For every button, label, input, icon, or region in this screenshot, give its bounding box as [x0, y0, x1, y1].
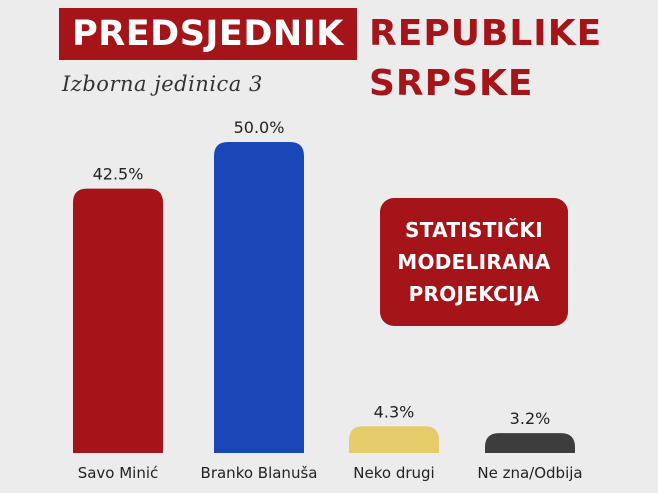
bar-1 — [73, 188, 163, 453]
title-highlight: PREDSJEDNIK — [72, 14, 344, 54]
category-label-3: Neko drugi — [353, 464, 434, 482]
value-label-2: 50.0% — [234, 118, 285, 137]
title-line-1: REPUBLIKE — [369, 13, 603, 54]
bar-3 — [349, 426, 439, 453]
category-label-1: Savo Minić — [78, 464, 159, 482]
bar-2 — [214, 142, 304, 453]
badge-line-3: PROJEKCIJA — [408, 282, 540, 306]
value-label-3: 4.3% — [374, 402, 415, 421]
category-label-2: Branko Blanuša — [201, 464, 318, 482]
value-label-1: 42.5% — [93, 165, 144, 184]
subtitle: Izborna jedinica 3 — [62, 72, 263, 96]
badge-line-1: STATISTIČKI — [405, 218, 543, 242]
projection-badge: STATISTIČKI MODELIRANA PROJEKCIJA — [380, 198, 568, 326]
title-highlight-box: PREDSJEDNIK — [59, 8, 357, 60]
value-label-4: 3.2% — [510, 409, 551, 428]
title-line-2: SRPSKE — [369, 63, 534, 104]
category-label-4: Ne zna/Odbija — [477, 464, 582, 482]
badge-line-2: MODELIRANA — [397, 250, 551, 274]
bar-4 — [485, 433, 575, 453]
